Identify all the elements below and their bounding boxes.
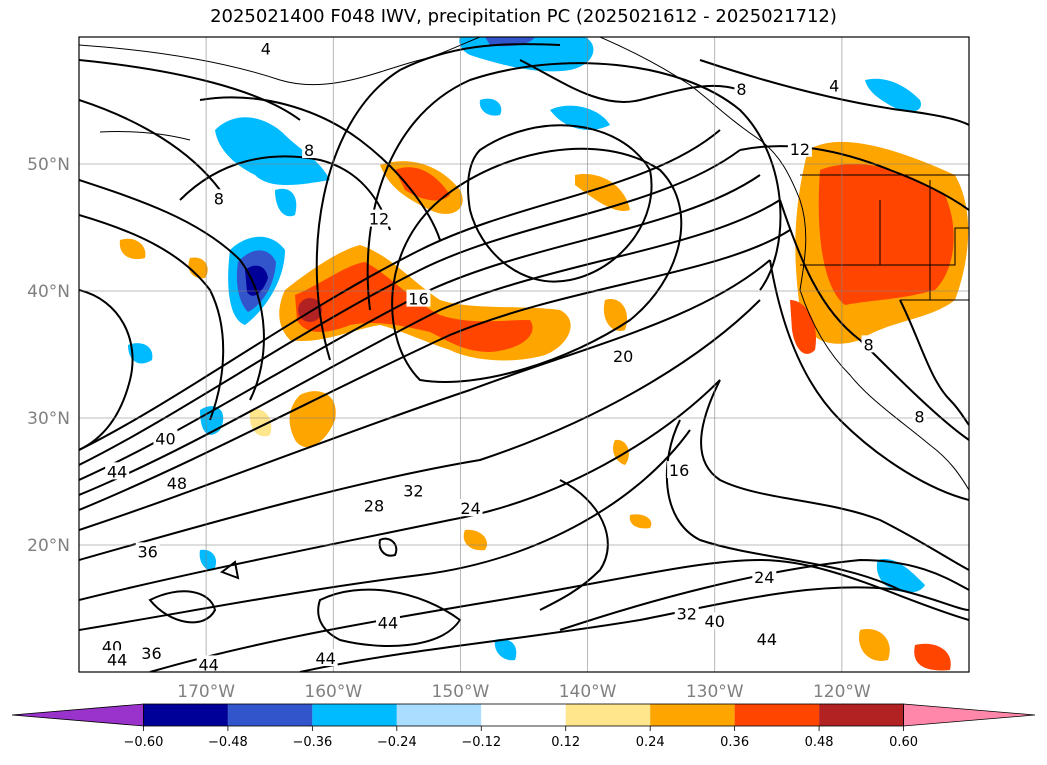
contour-label: 8 bbox=[914, 408, 924, 427]
coastlines bbox=[79, 37, 969, 491]
contour-label: 36 bbox=[137, 542, 157, 561]
colorbar-extend-low bbox=[11, 703, 144, 727]
colorbar-bin bbox=[143, 704, 228, 726]
contour-label-bg bbox=[912, 407, 927, 425]
y-tick-label: 50°N bbox=[27, 155, 70, 175]
x-axis-ticks: 170°W 160°W 150°W 140°W 130°W 120°W bbox=[177, 682, 871, 702]
contour-label-bg bbox=[196, 655, 221, 673]
colorbar-tick-label: −0.48 bbox=[208, 735, 248, 750]
contour-label: 16 bbox=[408, 290, 428, 309]
colorbar-tick-label: −0.36 bbox=[292, 735, 332, 750]
colorbar-extend-high bbox=[903, 703, 1036, 727]
contour-label: 8 bbox=[863, 335, 873, 354]
contour-label-bg bbox=[139, 643, 164, 661]
x-tick-label: 130°W bbox=[686, 682, 744, 702]
contour-label: 40 bbox=[705, 612, 725, 631]
contour-label-bg bbox=[611, 346, 636, 364]
contour-label-bg bbox=[752, 567, 777, 585]
x-tick-label: 120°W bbox=[813, 682, 871, 702]
contour-label: 48 bbox=[167, 474, 187, 493]
contour-label: 4 bbox=[261, 39, 271, 58]
colorbar-tick-label: 0.12 bbox=[551, 735, 580, 750]
contour-label: 12 bbox=[790, 140, 810, 159]
colorbar: −0.60 −0.48 −0.36 −0.24 −0.12 0.12 0.24 0.36 0.4… bbox=[11, 703, 1036, 750]
contour-label-bg bbox=[406, 289, 431, 307]
contour-label: 32 bbox=[677, 605, 697, 624]
contour-label-bg bbox=[135, 542, 160, 560]
contour-label-bg bbox=[702, 612, 727, 630]
contour-label-bg bbox=[375, 613, 400, 631]
contour-label: 24 bbox=[754, 568, 774, 587]
contour-label: 36 bbox=[141, 644, 161, 663]
contour-label: 44 bbox=[315, 649, 335, 668]
x-tick-label: 170°W bbox=[177, 682, 235, 702]
y-tick-label: 30°N bbox=[27, 409, 70, 429]
contour-lines bbox=[79, 43, 969, 672]
contour-label-bg bbox=[105, 650, 130, 668]
colorbar-outline bbox=[143, 703, 904, 727]
contour-label-bg bbox=[401, 481, 426, 499]
colorbar-tick-label: 0.48 bbox=[805, 735, 834, 750]
contour-label-bg bbox=[787, 139, 812, 157]
contour-label-bg bbox=[734, 80, 749, 98]
contour-label-bg bbox=[458, 499, 483, 517]
contour-label: 40 bbox=[155, 429, 175, 448]
colorbar-bin bbox=[312, 704, 397, 726]
contour-label-bg bbox=[754, 629, 779, 647]
chart-title: 2025021400 F048 IWV, precipitation PC (2… bbox=[210, 6, 837, 27]
colorbar-bin bbox=[650, 704, 735, 726]
contour-label: 28 bbox=[364, 497, 384, 516]
contour-label: 8 bbox=[304, 141, 314, 160]
contour-label-bg bbox=[367, 209, 392, 227]
contour-label-bg bbox=[361, 496, 386, 514]
colorbar-tick-label: 0.60 bbox=[889, 735, 918, 750]
colorbar-bin bbox=[481, 704, 566, 726]
contour-label: 8 bbox=[214, 189, 224, 208]
contour-label: 24 bbox=[460, 499, 480, 518]
contour-label-bg bbox=[827, 76, 842, 94]
contour-label-bg bbox=[674, 604, 699, 622]
contour-label-bg bbox=[153, 429, 178, 447]
colorbar-bin bbox=[565, 704, 651, 726]
contour-label: 8 bbox=[736, 80, 746, 99]
contour-label: 32 bbox=[403, 481, 423, 500]
colorbar-bin bbox=[819, 704, 904, 726]
x-tick-label: 140°W bbox=[559, 682, 617, 702]
contour-label-bg bbox=[861, 335, 876, 353]
contour-label-bg bbox=[258, 39, 273, 57]
contour-label: 44 bbox=[199, 655, 219, 674]
colorbar-tick-label: −0.60 bbox=[124, 735, 164, 750]
colorbar-bin bbox=[734, 704, 820, 726]
colorbar-bin bbox=[227, 704, 313, 726]
y-tick-label: 40°N bbox=[27, 282, 70, 302]
contour-label: 12 bbox=[369, 210, 389, 229]
contour-labels: 4488888121216162024242832323636404040444… bbox=[100, 39, 927, 674]
contour-label: 44 bbox=[757, 630, 777, 649]
contour-label-bg bbox=[302, 141, 317, 159]
contour-label: 20 bbox=[613, 347, 633, 366]
contour-label-bg bbox=[105, 462, 130, 480]
y-axis-ticks: 20°N 30°N 40°N 50°N bbox=[27, 155, 70, 556]
contour-label-bg bbox=[667, 461, 692, 479]
colorbar-bin bbox=[396, 704, 482, 726]
contour-label-bg bbox=[211, 189, 226, 207]
y-tick-label: 20°N bbox=[27, 536, 70, 556]
gridlines bbox=[79, 37, 969, 672]
colorbar-tick-label: −0.24 bbox=[377, 735, 417, 750]
contour-label-bg bbox=[164, 473, 189, 491]
contour-label: 44 bbox=[107, 650, 127, 669]
colorbar-tick-label: −0.12 bbox=[461, 735, 501, 750]
contour-label: 44 bbox=[107, 462, 127, 481]
colorbar-tick-label: 0.24 bbox=[636, 735, 665, 750]
contour-label: 16 bbox=[669, 461, 689, 480]
x-tick-label: 160°W bbox=[304, 682, 362, 702]
x-tick-label: 150°W bbox=[432, 682, 490, 702]
contour-label: 4 bbox=[829, 76, 839, 95]
plot-border bbox=[78, 36, 970, 673]
contour-label: 44 bbox=[378, 613, 398, 632]
colorbar-tick-label: 0.36 bbox=[720, 735, 749, 750]
contour-label-bg bbox=[313, 649, 338, 667]
